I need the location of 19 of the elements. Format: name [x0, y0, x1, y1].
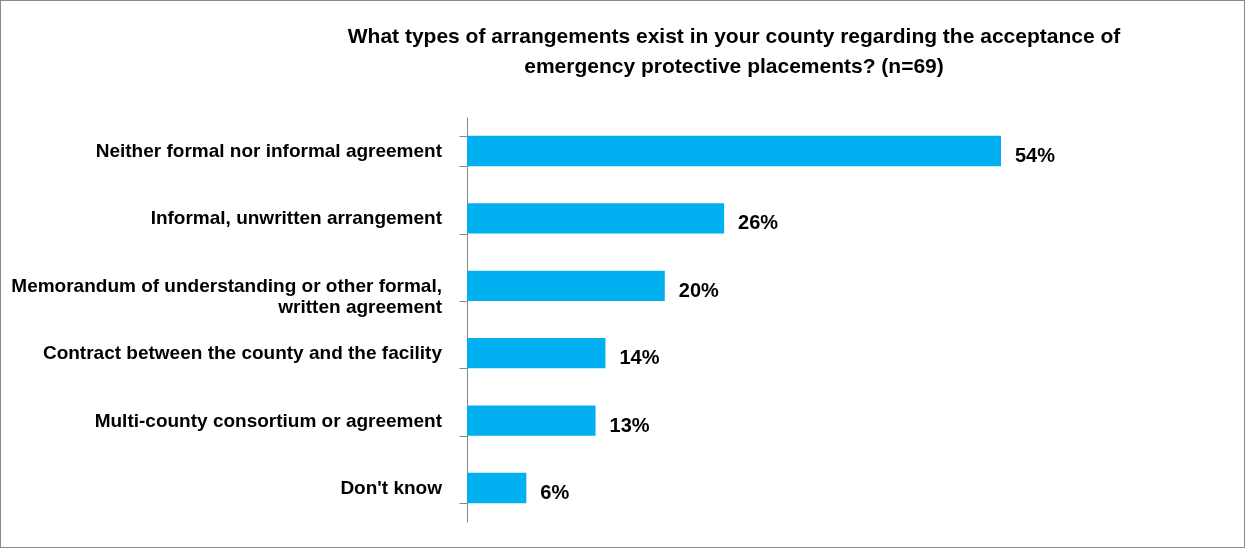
data-label: 14%: [619, 346, 660, 369]
y-tick-label: Neither formal nor informal agreement: [95, 140, 443, 162]
data-label: 13%: [609, 413, 650, 436]
bar: [467, 270, 665, 301]
chart-title: What types of arrangements exist in your county regarding the acceptance of emergency protective placements? (n=69): [347, 24, 1122, 77]
data-label: 6%: [540, 480, 570, 503]
bar: [467, 405, 596, 436]
bar: [467, 338, 606, 369]
data-label: 54%: [1015, 144, 1056, 167]
data-label: 26%: [738, 211, 779, 234]
y-tick-label: Multi-county consortium or agreement: [94, 409, 443, 431]
y-tick-label: Don't know: [340, 476, 443, 498]
bar: [467, 135, 1001, 167]
y-tick-label: Memorandum of understanding or other formal, written agreement: [11, 274, 443, 317]
y-tick-label: Informal, unwritten arrangement: [150, 207, 443, 229]
data-label: 20%: [678, 278, 720, 301]
y-tick-label: Contract between the county and the facility: [42, 342, 443, 364]
bar: [467, 203, 725, 234]
bar: [467, 472, 527, 504]
